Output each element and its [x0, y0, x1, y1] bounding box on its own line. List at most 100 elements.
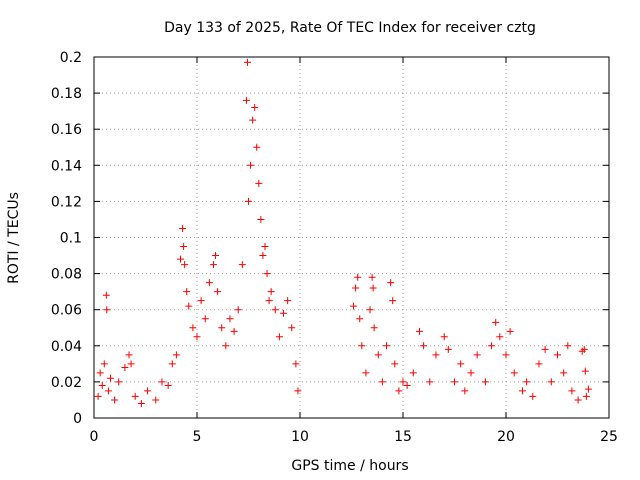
- data-point: [144, 387, 152, 395]
- x-tick-label: 10: [291, 429, 309, 445]
- x-axis-title: GPS time / hours: [291, 458, 408, 474]
- data-point: [523, 378, 531, 386]
- data-point: [292, 360, 300, 368]
- y-axis-title: ROTI / TECUs: [6, 192, 22, 284]
- data-point: [179, 224, 187, 232]
- data-point: [201, 315, 209, 323]
- data-point: [481, 378, 489, 386]
- data-point: [177, 255, 185, 263]
- data-point: [98, 382, 106, 390]
- axes: 0 0.02 0.04 0.06 0.08 0.1 0.12 0.14 0.16 0.18 0.2 0…: [51, 50, 618, 445]
- data-point: [395, 387, 403, 395]
- data-point: [362, 369, 370, 377]
- data-point: [535, 360, 543, 368]
- data-point: [574, 396, 582, 404]
- data-point: [249, 116, 257, 124]
- data-point: [181, 261, 189, 269]
- data-point: [197, 297, 205, 305]
- data-point: [288, 324, 296, 332]
- y-tick-label: 0: [73, 411, 82, 427]
- data-point: [554, 351, 561, 359]
- x-tick-label: 5: [193, 429, 202, 445]
- data-point: [387, 279, 395, 287]
- data-point: [185, 302, 193, 310]
- data-point: [243, 58, 251, 66]
- data-point: [255, 179, 263, 187]
- data-point: [391, 360, 399, 368]
- data-point: [265, 297, 273, 305]
- x-tick-label: 25: [600, 429, 618, 445]
- y-tick-label: 0.2: [60, 50, 82, 66]
- data-point: [432, 351, 440, 359]
- data-point: [354, 273, 362, 281]
- y-tick-label: 0.14: [51, 158, 82, 174]
- data-point: [189, 324, 197, 332]
- data-point: [183, 288, 191, 296]
- data-point: [374, 351, 382, 359]
- data-point: [158, 378, 166, 386]
- data-point: [383, 342, 391, 350]
- data-point: [440, 333, 448, 341]
- data-point: [426, 378, 434, 386]
- y-tick-label: 0.18: [51, 86, 82, 102]
- data-point: [267, 288, 275, 296]
- data-point: [209, 261, 217, 269]
- y-tick-label: 0.16: [51, 122, 82, 138]
- data-point: [247, 161, 255, 169]
- data-point: [284, 297, 292, 305]
- data-point: [222, 342, 230, 350]
- data-point: [180, 243, 188, 251]
- data-point: [541, 345, 549, 353]
- data-point: [369, 284, 377, 292]
- data-point: [168, 360, 176, 368]
- data-point: [257, 215, 265, 223]
- data-point: [218, 324, 226, 332]
- data-point: [104, 387, 112, 395]
- data-point: [275, 333, 283, 341]
- data-point: [582, 392, 590, 400]
- data-point: [102, 291, 110, 299]
- data-point: [261, 243, 269, 251]
- data-point: [368, 273, 376, 281]
- data-point: [253, 143, 261, 151]
- y-tick-label: 0.06: [51, 303, 82, 319]
- y-tick-label: 0.12: [51, 194, 82, 210]
- data-point: [106, 374, 114, 382]
- y-tick-label: 0.02: [51, 375, 82, 391]
- data-point: [584, 385, 592, 393]
- data-point: [560, 369, 568, 377]
- y-tick-label: 0.08: [51, 267, 82, 283]
- data-point: [193, 333, 201, 341]
- data-point: [473, 351, 481, 359]
- data-point: [251, 104, 259, 112]
- data-point: [352, 284, 360, 292]
- data-point: [212, 252, 220, 260]
- data-point: [125, 351, 133, 359]
- data-point: [399, 378, 407, 386]
- y-tick-label: 0.04: [51, 339, 82, 355]
- data-point: [294, 387, 302, 395]
- chart-title: Day 133 of 2025, Rate Of TEC Index for r…: [164, 20, 536, 36]
- data-point: [415, 327, 423, 335]
- data-point: [467, 369, 475, 377]
- data-point: [127, 360, 135, 368]
- data-point: [581, 367, 589, 375]
- data-point: [409, 369, 417, 377]
- data-point: [457, 360, 465, 368]
- data-point: [451, 378, 458, 386]
- data-point: [121, 363, 129, 371]
- data-point: [131, 392, 139, 400]
- data-point: [378, 378, 386, 386]
- data-point: [518, 387, 526, 395]
- data-point: [226, 315, 234, 323]
- data-point: [96, 369, 104, 377]
- data-point: [214, 288, 222, 296]
- data-point: [510, 369, 518, 377]
- data-point: [350, 302, 358, 310]
- data-point: [111, 396, 119, 404]
- data-point: [461, 387, 469, 395]
- data-point: [238, 261, 246, 269]
- data-point: [564, 342, 572, 350]
